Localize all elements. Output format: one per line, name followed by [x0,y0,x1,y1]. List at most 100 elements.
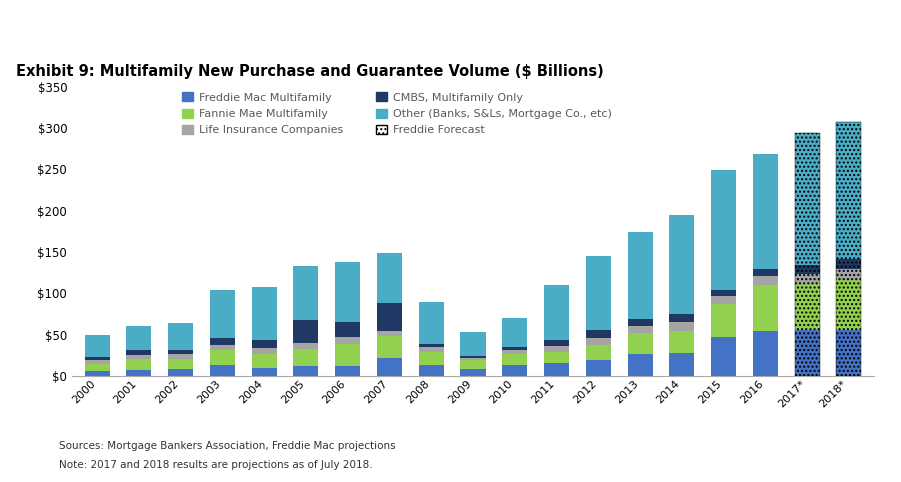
Bar [544,352,569,363]
Bar [669,353,695,376]
Bar [669,215,695,314]
Bar [126,326,151,349]
Bar [210,290,235,338]
Bar [836,330,861,376]
Bar [460,369,486,376]
Text: Sources: Mortgage Bankers Association, Freddie Mac projections: Sources: Mortgage Bankers Association, F… [59,441,396,451]
Bar [753,331,778,376]
Bar [586,345,611,360]
Bar [126,360,151,370]
Bar [460,358,486,360]
Bar [335,366,360,376]
Bar [711,337,736,376]
Bar [377,331,402,336]
Bar [294,320,318,343]
Bar [251,354,277,368]
Bar [419,302,444,344]
Bar [502,354,527,365]
Bar [335,262,360,322]
Bar [460,360,486,369]
Bar [251,340,277,348]
Bar [836,268,861,280]
Bar [419,347,444,352]
Bar [335,337,360,344]
Text: Exhibit 9: Multifamily New Purchase and Guarantee Volume ($ Billions): Exhibit 9: Multifamily New Purchase and … [16,64,604,79]
Bar [669,331,695,353]
Bar [753,154,778,269]
Bar [753,269,778,276]
Bar [836,122,861,259]
Bar [210,365,235,376]
Bar [251,348,277,354]
Bar [210,350,235,365]
Bar [85,371,110,376]
Bar [85,357,110,360]
Bar [628,333,652,354]
Bar [168,369,193,376]
Bar [795,330,820,376]
Bar [711,304,736,337]
Bar [836,122,861,376]
Bar [544,285,569,340]
Bar [168,359,193,369]
Bar [795,133,820,265]
Bar [669,322,695,331]
Bar [126,349,151,355]
Bar [210,338,235,346]
Bar [795,265,820,273]
Bar [251,287,277,340]
Bar [795,133,820,376]
Bar [377,358,402,376]
Bar [753,276,778,285]
Bar [753,285,778,331]
Bar [795,273,820,284]
Bar [836,280,861,330]
Bar [669,314,695,322]
Bar [335,344,360,366]
Bar [711,296,736,304]
Bar [419,365,444,376]
Bar [168,323,193,349]
Bar [586,330,611,338]
Bar [377,253,402,303]
Bar [502,318,527,347]
Bar [544,346,569,352]
Bar [294,366,318,376]
Bar [795,284,820,330]
Bar [377,336,402,358]
Bar [294,266,318,320]
Bar [544,363,569,376]
Bar [377,303,402,331]
Bar [628,319,652,325]
Bar [251,368,277,376]
Bar [628,354,652,376]
Legend: Freddie Mac Multifamily, Fannie Mae Multifamily, Life Insurance Companies, CMBS,: Freddie Mac Multifamily, Fannie Mae Mult… [182,93,612,135]
Bar [502,365,527,376]
Bar [836,259,861,268]
Bar [294,348,318,366]
Bar [586,256,611,330]
Bar [711,290,736,296]
Bar [586,360,611,376]
Bar [419,352,444,365]
Bar [85,364,110,371]
Bar [168,354,193,359]
Bar [586,338,611,345]
Bar [210,346,235,350]
Bar [502,350,527,354]
Bar [294,343,318,348]
Bar [85,335,110,357]
Bar [460,332,486,356]
Bar [628,325,652,333]
Bar [544,340,569,346]
Bar [335,322,360,337]
Bar [628,232,652,319]
Bar [126,355,151,360]
Bar [711,170,736,290]
Bar [419,344,444,347]
Bar [85,360,110,364]
Bar [502,347,527,350]
Bar [168,349,193,354]
Text: Note: 2017 and 2018 results are projections as of July 2018.: Note: 2017 and 2018 results are projecti… [59,460,372,470]
Bar [126,370,151,376]
